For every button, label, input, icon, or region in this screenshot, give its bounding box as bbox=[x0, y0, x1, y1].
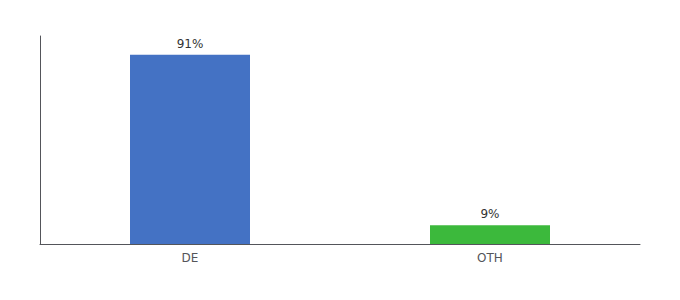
svg-text:OTH: OTH bbox=[477, 251, 503, 265]
svg-text:DE: DE bbox=[182, 251, 199, 265]
svg-text:91%: 91% bbox=[177, 37, 204, 51]
svg-text:9%: 9% bbox=[480, 207, 499, 221]
